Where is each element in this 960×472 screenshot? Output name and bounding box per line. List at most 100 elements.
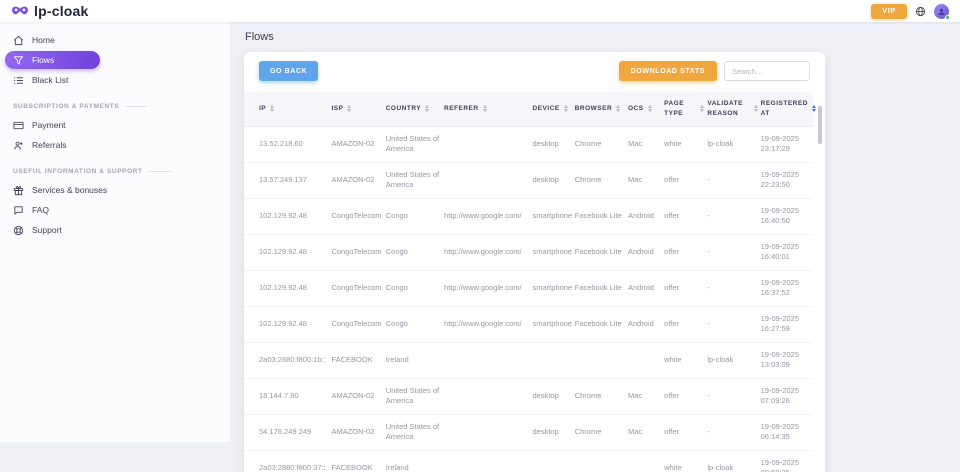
go-back-button[interactable]: GO BACK xyxy=(259,61,319,81)
table-body: 13.52.218.60 AMAZON-02 United States of Am… xyxy=(244,126,813,472)
column-header-referer[interactable]: REFERER xyxy=(444,92,533,127)
column-header-isp[interactable]: ISP xyxy=(331,92,386,127)
sidebar-item-support[interactable]: Support xyxy=(0,220,230,240)
sort-icon[interactable] xyxy=(347,105,352,113)
sort-icon[interactable] xyxy=(270,105,275,113)
column-header-ocs[interactable]: OCS xyxy=(627,92,665,127)
sidebar-section-support: USEFUL INFORMATION & SUPPORT xyxy=(13,168,218,175)
table-row: 54.176.249.249 AMAZON-02 United States of … xyxy=(244,414,813,451)
column-header-country[interactable]: COUNTRY xyxy=(385,92,445,127)
cell-page_type: white xyxy=(664,342,708,379)
cell-registered_at: 19-09-2025 16:27:59 xyxy=(760,306,813,343)
cell-validate_reason: lp-cloak xyxy=(707,450,761,472)
column-label: REGISTERED AT xyxy=(760,100,808,117)
cell-country: Ireland xyxy=(385,450,445,472)
cell-ip: 13.52.218.60 xyxy=(244,126,332,163)
cell-browser: Facebook Lite xyxy=(574,306,628,343)
sidebar-item-referrals[interactable]: Referrals xyxy=(0,135,230,155)
vip-button[interactable]: VIP xyxy=(871,3,907,19)
cell-page_type: offer xyxy=(664,378,708,415)
cell-isp: CongoTelecom xyxy=(331,270,386,307)
sidebar-item-label: FAQ xyxy=(32,205,50,215)
cell-validate_reason: - xyxy=(707,414,761,451)
cell-referer xyxy=(444,126,533,163)
cell-ip: 13.57.249.137 xyxy=(244,162,332,199)
cell-ocs xyxy=(627,342,665,379)
search-input[interactable] xyxy=(724,61,810,81)
sidebar-item-label: Referrals xyxy=(32,140,67,150)
sidebar-item-faq[interactable]: FAQ xyxy=(0,200,230,220)
table-row: 13.57.249.137 AMAZON-02 United States of A… xyxy=(244,162,813,199)
table-row: 13.52.218.60 AMAZON-02 United States of Am… xyxy=(244,126,813,163)
sidebar-item-black-list[interactable]: Black List xyxy=(0,70,230,90)
sort-icon[interactable] xyxy=(700,105,705,113)
cell-ip: 2a03:2880:f800:37:: xyxy=(244,450,332,472)
column-header-registered_at[interactable]: REGISTERED AT xyxy=(760,92,816,127)
cell-page_type: offer xyxy=(664,270,708,307)
cell-isp: AMAZON-02 xyxy=(331,378,386,415)
sort-icon[interactable] xyxy=(811,105,816,113)
cell-page_type: offer xyxy=(664,414,708,451)
cell-browser: Chrome xyxy=(574,378,628,415)
cell-page_type: white xyxy=(664,126,708,163)
sidebar-item-home[interactable]: Home xyxy=(0,30,230,50)
sort-icon[interactable] xyxy=(563,105,568,113)
cell-referer: http://www.google.com/ xyxy=(444,234,533,271)
cell-country: United States of America xyxy=(385,378,445,415)
cell-country: Congo xyxy=(385,270,445,307)
cell-ip: 102.129.92.48 xyxy=(244,234,332,271)
brand-logo[interactable]: lp-cloak xyxy=(11,3,89,19)
cell-browser: Facebook Lite xyxy=(574,198,628,235)
table-header-row: IP ISP COUNTRY REFERER DEVICE BROWSER OCS PAGE … xyxy=(244,92,816,127)
column-header-page_type[interactable]: PAGE TYPE xyxy=(664,92,708,127)
column-header-device[interactable]: DEVICE xyxy=(532,92,575,127)
sort-icon[interactable] xyxy=(753,105,758,113)
sort-icon[interactable] xyxy=(616,105,621,113)
cell-registered_at: 19-09-2025 16:37:52 xyxy=(760,270,813,307)
page-title: Flows xyxy=(245,31,274,43)
sidebar-item-flows[interactable]: Flows xyxy=(5,51,100,69)
cell-browser: Facebook Lite xyxy=(574,270,628,307)
cell-browser: Chrome xyxy=(574,162,628,199)
cell-ocs: Android xyxy=(627,234,665,271)
sidebar-item-label: Home xyxy=(32,35,55,45)
cell-validate_reason: - xyxy=(707,306,761,343)
table-scrollbar[interactable] xyxy=(818,106,822,144)
sort-icon[interactable] xyxy=(425,105,430,113)
column-label: VALIDATE REASON xyxy=(707,100,743,117)
user-avatar[interactable] xyxy=(934,3,950,20)
column-header-ip[interactable]: IP xyxy=(244,92,332,127)
cell-registered_at: 19-09-2025 16:40:01 xyxy=(760,234,813,271)
card-toolbar: GO BACK DOWNLOAD STATS xyxy=(244,52,825,89)
cell-device xyxy=(532,342,575,379)
cell-ocs: Mac xyxy=(627,378,665,415)
sidebar-item-payment[interactable]: Payment xyxy=(0,115,230,135)
sidebar-section-label: USEFUL INFORMATION & SUPPORT xyxy=(13,168,143,175)
cell-registered_at: 19-09-2025 07:09:26 xyxy=(760,378,813,415)
cell-page_type: white xyxy=(664,450,708,472)
cell-page_type: offer xyxy=(664,162,708,199)
cell-registered_at: 19-09-2025 16:40:50 xyxy=(760,198,813,235)
cell-referer xyxy=(444,450,533,472)
column-header-validate_reason[interactable]: VALIDATE REASON xyxy=(707,92,761,127)
language-globe-icon[interactable] xyxy=(915,6,926,17)
column-label: ISP xyxy=(331,104,344,112)
column-header-browser[interactable]: BROWSER xyxy=(574,92,628,127)
table-row: 102.129.92.48 CongoTelecom Congo http://www… xyxy=(244,234,813,271)
sidebar-item-services[interactable]: Services & bonuses xyxy=(0,180,230,200)
chat-icon xyxy=(14,205,23,215)
cell-ocs xyxy=(627,450,665,472)
cell-device xyxy=(532,450,575,472)
topbar-actions: VIP xyxy=(871,3,950,20)
cell-device: desktop xyxy=(532,414,575,451)
sort-icon[interactable] xyxy=(647,105,652,113)
sort-icon[interactable] xyxy=(482,105,487,113)
flows-table-wrap: IP ISP COUNTRY REFERER DEVICE BROWSER OCS PAGE … xyxy=(244,92,816,472)
cell-ip: 54.176.249.249 xyxy=(244,414,332,451)
cell-device: desktop xyxy=(532,378,575,415)
flows-table: IP ISP COUNTRY REFERER DEVICE BROWSER OCS PAGE … xyxy=(244,92,816,472)
cell-page_type: offer xyxy=(664,234,708,271)
download-stats-button[interactable]: DOWNLOAD STATS xyxy=(618,61,717,81)
cell-country: Congo xyxy=(385,198,445,235)
cell-validate_reason: - xyxy=(707,234,761,271)
